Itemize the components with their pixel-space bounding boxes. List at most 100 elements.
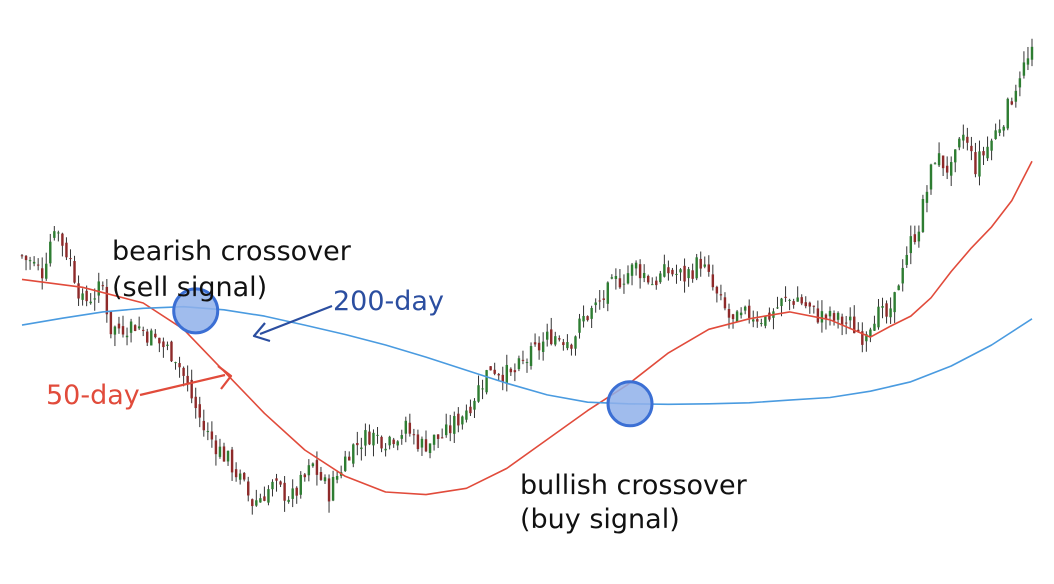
candle-body — [1022, 62, 1026, 76]
candle-body — [356, 442, 359, 446]
candle — [89, 293, 92, 305]
candle — [954, 149, 957, 173]
candle-body — [182, 367, 185, 376]
candle-body — [469, 406, 472, 414]
candle — [364, 423, 367, 457]
candle — [917, 225, 921, 248]
candle-body — [242, 472, 246, 480]
candle — [247, 476, 250, 502]
candle-body — [727, 309, 731, 318]
candle-body — [679, 269, 682, 273]
candle — [743, 305, 747, 315]
candle — [735, 309, 739, 322]
candle — [339, 465, 343, 479]
candle-body — [941, 155, 945, 169]
candle-body — [550, 329, 553, 345]
candle-body — [836, 312, 840, 320]
candle-body — [279, 481, 282, 485]
candle — [994, 123, 997, 140]
ma50-arrow-shaft — [139, 373, 226, 397]
candle-body — [671, 269, 674, 275]
candle-body — [788, 299, 791, 301]
candle-body — [77, 283, 80, 299]
candle — [380, 435, 383, 453]
candle — [683, 258, 686, 293]
candle — [388, 435, 391, 450]
candle — [73, 255, 76, 284]
candle — [541, 332, 545, 361]
candle — [602, 290, 605, 309]
candle-body — [214, 440, 218, 455]
candle — [77, 275, 80, 306]
candle — [715, 285, 719, 303]
candle-body — [73, 261, 76, 283]
candle — [853, 305, 856, 334]
candle-body — [917, 231, 921, 242]
candle-body — [222, 446, 226, 462]
candle — [869, 327, 872, 343]
bullish-crossover-title: bullish crossover — [520, 470, 748, 501]
candle — [146, 328, 149, 347]
candle — [222, 442, 226, 462]
candle — [481, 379, 484, 400]
candle-body — [323, 477, 327, 482]
candle-body — [614, 275, 618, 279]
candle-body — [901, 267, 904, 284]
candle-body — [857, 329, 860, 332]
candle-body — [929, 164, 933, 190]
candle — [238, 469, 242, 485]
candle-body — [61, 233, 64, 246]
candle — [626, 265, 630, 285]
candle — [428, 443, 432, 459]
candle-body — [493, 369, 496, 374]
candle-body — [562, 342, 565, 346]
candle-body — [105, 286, 109, 315]
candle — [311, 462, 315, 468]
candle-body — [444, 424, 448, 436]
candle-body — [424, 439, 428, 452]
candle-body — [715, 286, 719, 294]
candle-body — [889, 308, 892, 318]
candle-body — [202, 420, 206, 431]
candle-body — [707, 264, 711, 272]
bearish-crossover-marker — [172, 287, 220, 335]
candle — [412, 428, 416, 445]
candle — [420, 436, 424, 456]
candle — [962, 124, 965, 149]
candle-body — [327, 478, 331, 502]
candle — [465, 404, 468, 423]
candle-body — [622, 283, 626, 285]
candle-body — [509, 368, 513, 373]
candle — [521, 350, 525, 365]
candle — [925, 185, 929, 213]
candle-body — [368, 431, 371, 445]
candle — [117, 316, 121, 334]
candle-body — [190, 379, 193, 399]
candle — [65, 237, 68, 261]
candle — [772, 308, 775, 330]
candle — [206, 422, 210, 441]
candle-body — [945, 165, 949, 173]
candle-body — [218, 446, 222, 457]
candle — [93, 288, 96, 311]
candle-body — [404, 420, 408, 434]
candle — [816, 300, 820, 324]
candle — [921, 194, 925, 233]
candle — [113, 325, 117, 347]
candle — [897, 284, 900, 291]
candle-body — [436, 434, 440, 439]
candle — [307, 459, 311, 482]
candle — [634, 260, 638, 276]
candle-body — [178, 363, 181, 368]
candle — [242, 471, 246, 482]
candle-body — [396, 441, 399, 446]
candle — [125, 327, 129, 346]
candle — [877, 298, 880, 330]
candle — [105, 279, 109, 323]
candle — [1022, 51, 1026, 79]
candle — [489, 366, 492, 371]
candle-body — [731, 314, 735, 320]
candle-body — [129, 321, 133, 333]
candle — [372, 429, 375, 457]
